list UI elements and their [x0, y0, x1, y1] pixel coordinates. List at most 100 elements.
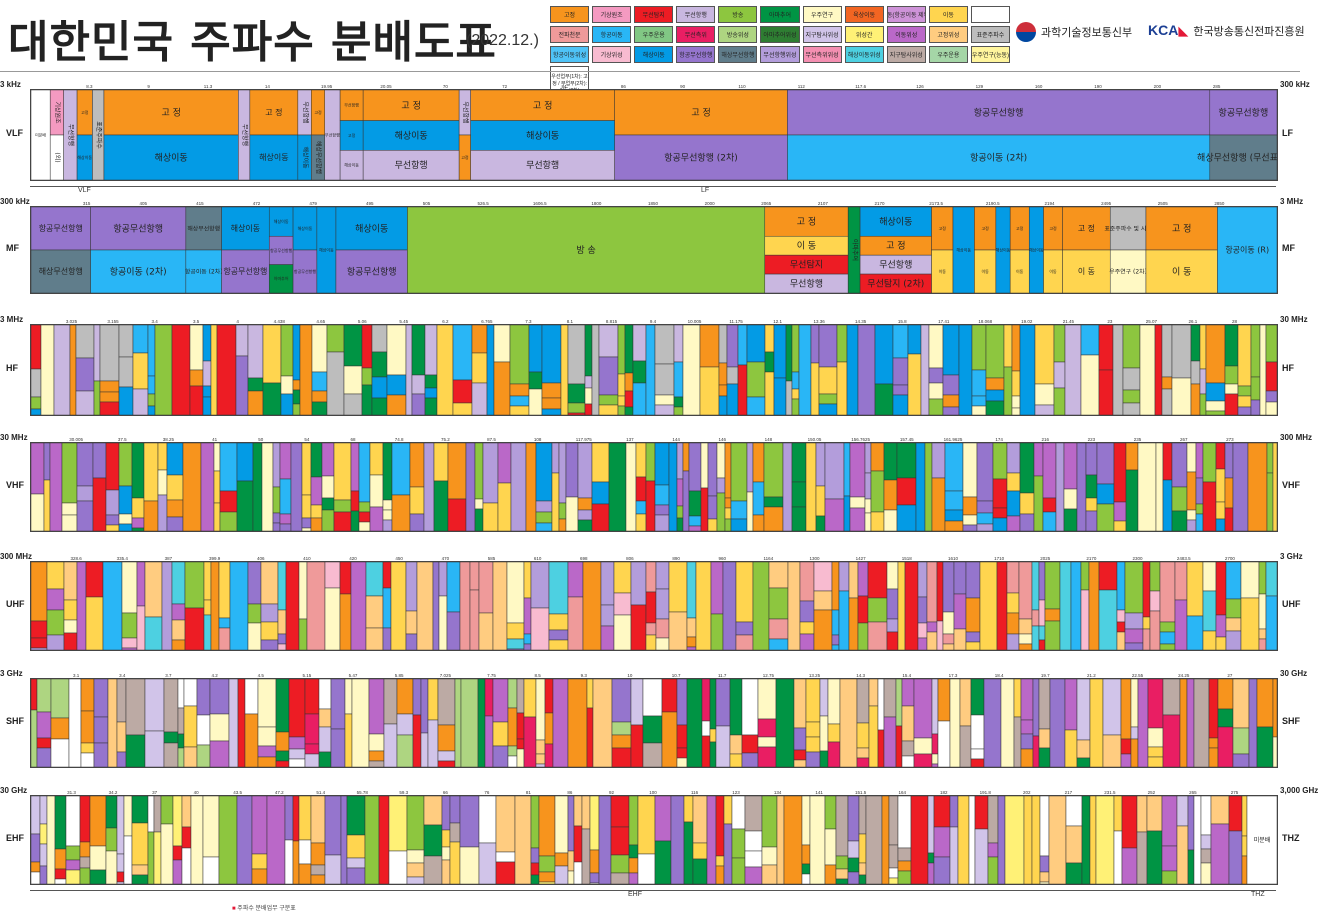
allocation-cell — [931, 733, 939, 755]
tick-label: 6.765 — [481, 319, 493, 324]
allocation-cell — [257, 756, 277, 767]
allocation-cell — [343, 325, 363, 367]
allocation-cell — [567, 679, 588, 767]
legend-item: 기상위성 — [592, 46, 632, 63]
allocation-cell — [573, 796, 583, 827]
allocation-cell — [351, 679, 370, 767]
allocation-cell — [171, 325, 191, 415]
allocation-cell — [76, 485, 94, 502]
allocation-cell — [121, 637, 138, 649]
allocation-label: 항공무선항행 — [1219, 107, 1269, 119]
allocation-label: 항공무선항행 — [113, 223, 163, 235]
allocation-label: 고 정 — [161, 108, 180, 119]
allocation-cell — [396, 679, 414, 715]
allocation-cell — [368, 679, 385, 735]
allocation-cell — [926, 621, 938, 633]
band-end-freq: 3,000 GHz — [1280, 786, 1319, 795]
allocation-cell — [892, 384, 909, 396]
allocation-cell — [460, 679, 479, 767]
band-name-left: HF — [6, 363, 18, 373]
tick-label: 265 — [1189, 790, 1197, 795]
tick-label: 470 — [442, 556, 450, 561]
tick-label: 144 — [672, 437, 680, 442]
allocation-cell — [530, 562, 550, 609]
allocation-cell — [582, 562, 602, 650]
allocation-cell — [718, 384, 728, 397]
allocation-cell — [1145, 249, 1218, 293]
allocation-cell — [676, 517, 684, 531]
allocation-cell — [775, 679, 795, 767]
allocation-cell — [1215, 614, 1227, 638]
allocation-cell — [346, 867, 366, 884]
allocation-cell — [688, 490, 702, 517]
allocation-cell — [1038, 728, 1051, 749]
allocation-cell — [630, 604, 647, 650]
allocation-cell — [798, 325, 812, 415]
allocation-cell — [970, 714, 985, 750]
allocation-cell — [1004, 796, 1025, 884]
allocation-cell — [676, 724, 688, 749]
allocation-cell — [382, 562, 392, 589]
tick-label: 74.8 — [395, 437, 404, 442]
allocation-cell — [610, 796, 630, 828]
allocation-cell — [867, 597, 888, 623]
allocation-label: 해상이동 — [344, 161, 359, 167]
allocation-cell — [856, 747, 870, 759]
allocation-cell — [926, 631, 938, 650]
allocation-cell — [474, 443, 484, 500]
allocation-cell — [1205, 400, 1226, 412]
allocation-cell — [883, 679, 897, 718]
tick-label: 13.36 — [814, 319, 826, 324]
allocation-cell — [31, 709, 38, 767]
allocation-cell — [589, 849, 600, 874]
allocation-cell — [895, 679, 903, 727]
tick-label: 5.47 — [349, 673, 358, 678]
allocation-cell — [1003, 325, 1013, 368]
tick-label: 1518 — [902, 556, 913, 561]
allocation-cell — [1241, 835, 1248, 857]
tick-label: 31.3 — [67, 790, 76, 795]
allocation-cell — [917, 622, 928, 639]
allocation-cell — [1062, 249, 1111, 293]
tick-label: 890 — [672, 556, 680, 561]
allocation-cell — [1161, 796, 1178, 847]
allocation-cell — [968, 796, 976, 884]
tick-label: 1427 — [856, 556, 867, 561]
allocation-cell — [202, 385, 212, 398]
allocation-cell — [586, 679, 594, 709]
allocation-cell — [729, 753, 743, 767]
allocation-cell — [528, 325, 543, 373]
allocation-cell — [764, 371, 775, 415]
allocation-cell — [46, 562, 65, 590]
subrange-label: EHF — [628, 891, 642, 898]
allocation-cell — [523, 562, 532, 599]
allocation-cell — [123, 796, 133, 837]
allocation-cell — [335, 249, 408, 293]
allocation-cell — [262, 382, 282, 415]
allocation-cell — [409, 486, 425, 515]
allocation-cell — [1142, 616, 1151, 630]
legend-item: 고정 — [550, 6, 590, 23]
allocation-cell — [275, 679, 290, 733]
allocation-cell — [471, 382, 488, 415]
allocation-cell — [131, 443, 145, 499]
allocation-cell — [497, 482, 512, 531]
allocation-label: 해상이동 — [879, 217, 912, 228]
tick-label: 20.05 — [380, 84, 392, 89]
allocation-cell — [716, 443, 726, 479]
allocation-cell — [1019, 513, 1035, 531]
allocation-cell — [1034, 383, 1055, 406]
allocation-cell — [716, 477, 726, 494]
allocation-cell — [196, 679, 211, 716]
allocation-cell — [1186, 519, 1197, 531]
allocation-cell — [670, 796, 685, 884]
allocation-cell — [433, 443, 449, 482]
allocation-cell — [551, 443, 560, 474]
allocation-cell — [166, 443, 184, 476]
allocation-cell — [257, 679, 277, 728]
band-name-left: SHF — [6, 716, 24, 726]
tick-label: 76 — [484, 790, 490, 795]
allocation-cell — [888, 796, 899, 846]
band-name-left: MF — [6, 243, 19, 253]
